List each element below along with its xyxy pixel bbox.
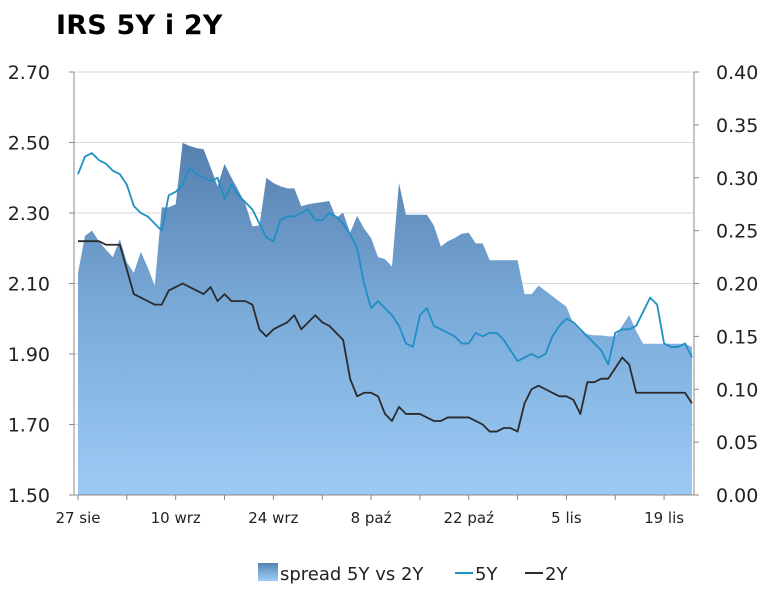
right-tick-label: 0.40 [716,62,758,84]
right-tick-label: 0.05 [716,432,758,454]
left-tick-label: 1.50 [8,485,50,507]
left-tick-label: 2.30 [8,203,50,225]
x-tick-label: 5 lis [551,509,582,527]
legend-swatch-spread [258,563,278,581]
right-tick-label: 0.25 [716,221,758,243]
series-5y-line [77,152,693,366]
left-tick-label: 1.70 [8,415,50,437]
right-tick-label: 0.10 [716,379,758,401]
legend-label: 5Y [475,564,498,585]
series-spread-5y-vs-2y-area [78,142,692,496]
legend: spread 5Y vs 2Y 5Y 2Y [258,563,568,585]
right-axis-ticks: 0.00 0.05 0.10 0.15 0.20 0.25 0.30 0.35 0.40 [694,62,758,507]
legend-label: 2Y [545,564,568,585]
right-tick-label: 0.30 [716,168,758,190]
x-tick-label: 27 sie [55,509,100,527]
line-layer [77,152,693,433]
right-tick-label: 0.15 [716,326,758,348]
legend-label: spread 5Y vs 2Y [280,564,424,585]
x-tick-label: 22 paź [444,509,495,527]
left-tick-label: 2.70 [8,62,50,84]
left-axis-ticks: 1.50 1.70 1.90 2.10 2.30 2.50 2.70 [8,62,74,507]
x-tick-label: 19 lis [644,509,684,527]
x-tick-label: 8 paź [351,509,392,527]
left-tick-label: 1.90 [8,344,50,366]
right-tick-label: 0.35 [716,115,758,137]
series-2y-line [78,240,693,433]
x-tick-label: 24 wrz [248,509,298,527]
left-tick-label: 2.10 [8,274,50,296]
right-tick-label: 0.00 [716,485,758,507]
chart-title: IRS 5Y i 2Y [56,10,223,41]
left-tick-label: 2.50 [8,133,50,155]
spread-area-layer [78,142,692,496]
x-axis-ticks: 27 sie 10 wrz 24 wrz 8 paź 22 paź 5 lis 19 lis [55,495,684,527]
right-tick-label: 0.20 [716,274,758,296]
x-tick-label: 10 wrz [151,509,201,527]
